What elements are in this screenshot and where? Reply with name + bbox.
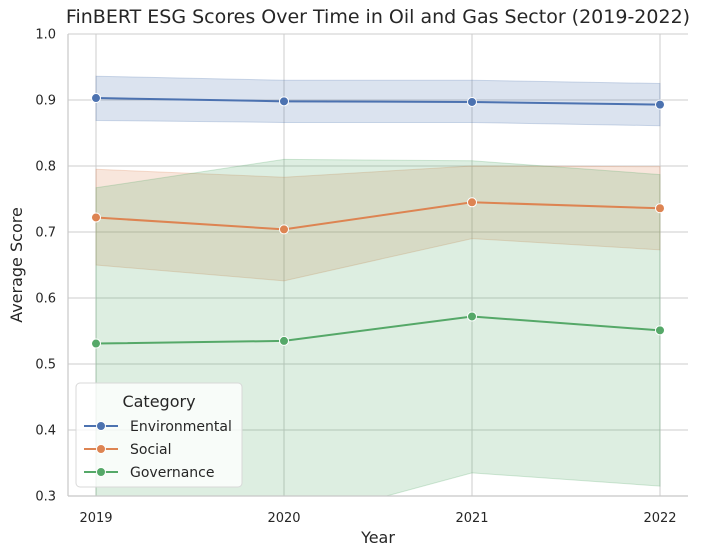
data-point-environmental (467, 96, 477, 107)
legend-swatch-marker (96, 467, 106, 477)
y-gridlines (68, 33, 688, 497)
legend-item-environmental: Environmental (84, 419, 232, 435)
legend-label: Governance (130, 465, 214, 481)
y-tick-label: 0.6 (35, 292, 56, 307)
legend-items: Environmental Social Governance (84, 419, 232, 481)
legend-label: Environmental (130, 419, 232, 435)
data-point-governance (91, 338, 101, 349)
data-point-environmental (655, 99, 665, 110)
x-tick-label: 2022 (643, 511, 676, 526)
data-point-governance (655, 325, 665, 336)
series-line-governance (95, 315, 661, 345)
y-tick-label: 0.3 (35, 490, 56, 505)
data-point-social (279, 224, 289, 235)
series-line-environmental (95, 97, 661, 106)
confidence-band-social (95, 165, 661, 282)
legend-box (75, 382, 243, 488)
data-point-social (655, 203, 665, 214)
data-point-environmental (91, 93, 101, 104)
data-point-governance (279, 335, 289, 346)
data-point-governance (467, 311, 477, 322)
chart-title: FinBERT ESG Scores Over Time in Oil and … (66, 6, 690, 28)
data-point-social (467, 197, 477, 208)
y-tick-label: 0.8 (35, 160, 56, 175)
y-tick-labels: 0.3 0.4 0.5 0.6 0.7 0.8 0.9 1.0 (35, 28, 56, 505)
x-tick-label: 2019 (79, 511, 112, 526)
legend-title: Category (122, 392, 195, 411)
x-tick-label: 2021 (455, 511, 488, 526)
y-tick-label: 0.7 (35, 226, 56, 241)
legend-label: Social (130, 442, 172, 458)
y-tick-label: 0.5 (35, 358, 56, 373)
legend-swatch-marker (96, 444, 106, 454)
series-markers (91, 93, 665, 349)
y-tick-label: 1.0 (35, 28, 56, 43)
x-axis-label: Year (360, 528, 395, 547)
y-axis-label: Average Score (7, 207, 26, 323)
y-tick-label: 0.4 (35, 424, 56, 439)
data-point-social (91, 212, 101, 223)
data-point-environmental (279, 96, 289, 107)
x-tick-labels: 2019 2020 2021 2022 (79, 511, 676, 526)
x-tick-label: 2020 (267, 511, 300, 526)
series-line-social (95, 201, 661, 231)
legend-swatch-marker (96, 421, 106, 431)
legend-item-social: Social (84, 442, 172, 458)
series-lines (95, 97, 661, 345)
legend-item-governance: Governance (84, 465, 214, 481)
legend: Category Environmental Social Governance (75, 382, 243, 488)
y-tick-label: 0.9 (35, 94, 56, 109)
